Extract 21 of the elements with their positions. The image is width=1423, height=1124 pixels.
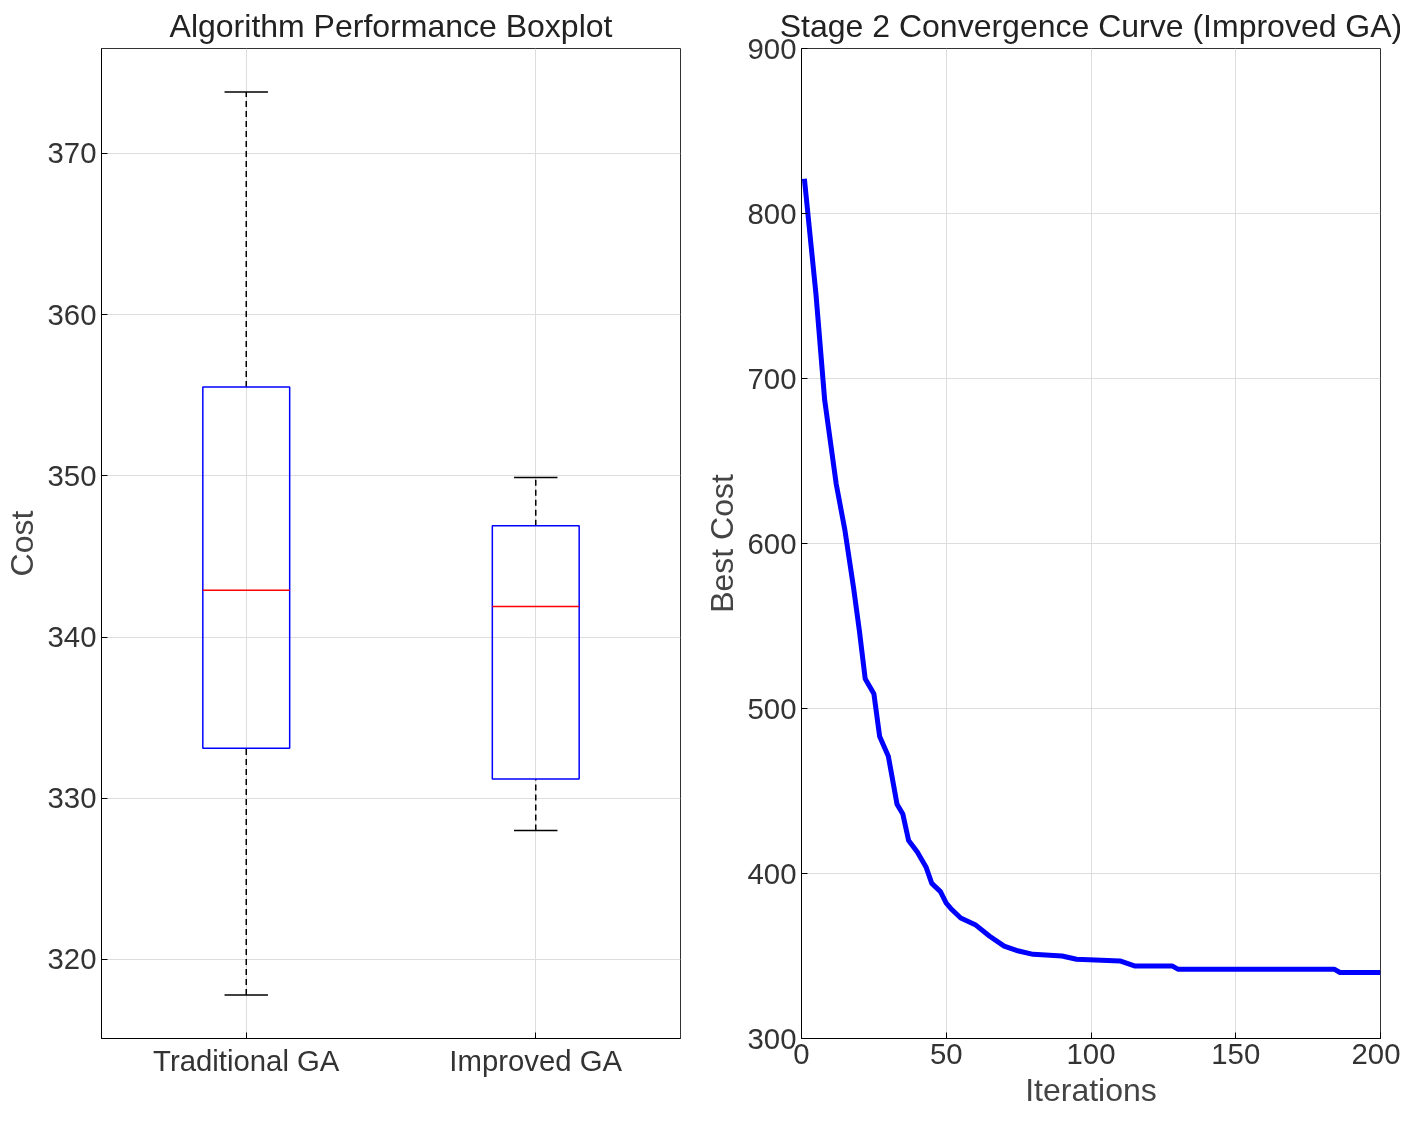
x-axis-title: Iterations (1025, 1071, 1157, 1108)
y-tick-label: 400 (747, 856, 797, 890)
y-tick-label: 600 (747, 526, 797, 560)
y-tick-label: 700 (747, 361, 797, 395)
y-tick-label: 370 (47, 136, 97, 170)
y-tick-label: 350 (47, 458, 97, 492)
y-tick-label: 800 (747, 196, 797, 230)
x-tick-label: 100 (1066, 1036, 1116, 1070)
x-tick-label: 150 (1211, 1036, 1261, 1070)
y-tick-label: 330 (47, 781, 97, 815)
y-axis-title: Best Cost (703, 474, 740, 613)
y-tick-label: 320 (47, 942, 97, 976)
x-tick-label: Improved GA (449, 1043, 623, 1077)
x-tick-label: 50 (929, 1036, 963, 1070)
x-tick-label: Traditional GA (153, 1043, 340, 1077)
y-tick-label: 340 (47, 620, 97, 654)
chart-title: Algorithm Performance Boxplot (169, 7, 613, 44)
y-tick-label: 500 (747, 691, 797, 725)
y-tick-label: 360 (47, 297, 97, 331)
y-axis-title: Cost (3, 510, 40, 577)
x-tick-label: 200 (1351, 1036, 1401, 1070)
